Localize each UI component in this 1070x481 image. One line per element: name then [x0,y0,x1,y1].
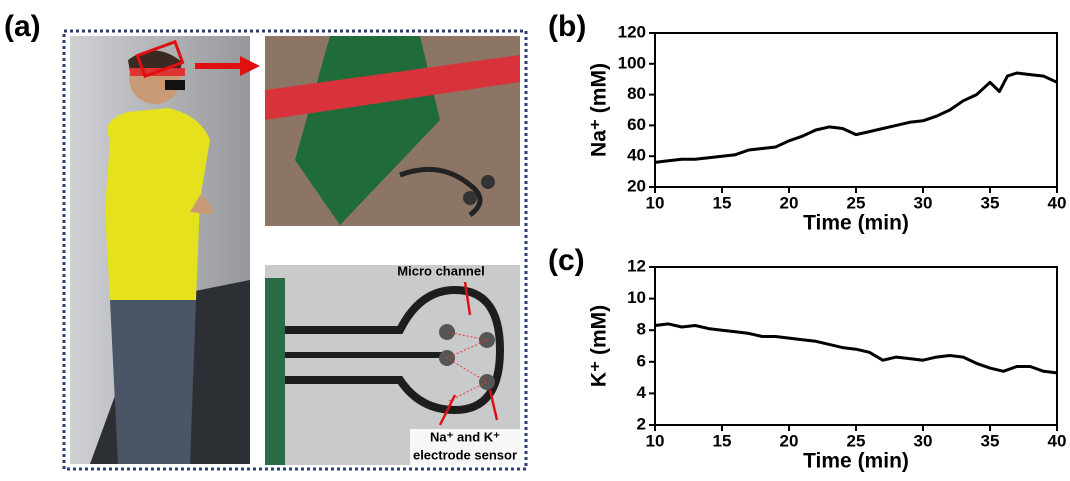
x-axis-label: Time (min) [803,212,909,235]
annotation: Micro channel [397,263,484,278]
x-tick-label: 25 [847,431,866,450]
x-tick-label: 40 [1048,193,1067,212]
data-line [655,73,1057,162]
page: (a) Micro channel Na⁺ [0,0,1070,481]
y-tick-label: 80 [627,84,646,103]
x-tick-label: 25 [847,193,866,212]
x-tick-label: 20 [780,193,799,212]
sensor-photo [265,36,520,226]
y-tick-label: 10 [627,288,646,307]
x-tick-label: 15 [713,431,732,450]
panel-label: (b) [548,10,586,43]
x-tick-label: 30 [914,193,933,212]
y-tick-label: 120 [618,22,646,41]
x-tick-label: 10 [646,431,665,450]
x-tick-label: 15 [713,193,732,212]
y-tick-label: 40 [627,146,646,165]
plot-frame [655,33,1057,187]
panel-label: (c) [548,244,585,277]
y-tick-label: 8 [637,320,646,339]
y-tick-label: 100 [618,53,646,72]
annotation: Na⁺ and K⁺ [430,429,500,444]
y-tick-label: 20 [627,176,646,195]
x-tick-label: 35 [981,193,1000,212]
y-axis-label: K⁺ (mM) [588,305,611,387]
x-tick-label: 35 [981,431,1000,450]
runner-photo [70,36,250,464]
x-tick-label: 40 [1048,431,1067,450]
y-tick-label: 6 [637,351,646,370]
data-line [655,324,1057,373]
x-tick-label: 10 [646,193,665,212]
x-tick-label: 30 [914,431,933,450]
x-axis-label: Time (min) [803,450,909,473]
panel-label: (a) [4,10,41,43]
x-tick-label: 20 [780,431,799,450]
y-axis-label: Na⁺ (mM) [588,63,611,157]
annotation: electrode sensor [413,447,517,462]
plot-frame [655,267,1057,425]
y-tick-label: 60 [627,115,646,134]
y-tick-label: 4 [637,383,647,402]
y-tick-label: 12 [627,256,646,275]
figure: (a) Micro channel Na⁺ [0,0,1070,481]
